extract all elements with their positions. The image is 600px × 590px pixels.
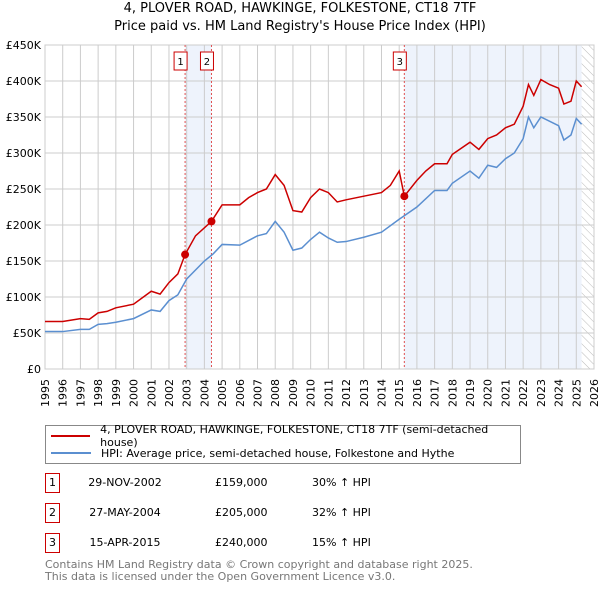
shaded-period (185, 45, 212, 369)
sale-marker-box (173, 51, 188, 71)
sale-date: 29-NOV-2002 (88, 476, 162, 489)
legend-swatch-blue (51, 452, 91, 454)
x-tick-label: 2025 (570, 379, 583, 407)
y-tick-label: £350K (6, 111, 42, 124)
legend-label: 4, PLOVER ROAD, HAWKINGE, FOLKESTONE, CT… (100, 423, 489, 449)
x-tick-label: 2010 (305, 379, 318, 407)
sale-point (400, 192, 409, 201)
forecast-hatch (581, 45, 594, 369)
sale-point (181, 250, 190, 259)
x-tick-label: 2003 (181, 379, 194, 407)
x-tick-label: 2014 (375, 379, 388, 407)
x-tick-label: 2018 (446, 379, 459, 407)
y-tick-label: £450K (6, 39, 42, 52)
x-tick-label: 2019 (464, 379, 477, 407)
y-tick-label: £50K (13, 327, 42, 340)
legend-swatch-red (51, 435, 91, 437)
x-tick-label: 2021 (499, 379, 512, 407)
sale-marker-box (199, 51, 214, 71)
x-tick-label: 2006 (234, 379, 247, 407)
shaded-period (404, 45, 582, 369)
x-tick-label: 2007 (252, 379, 265, 407)
sale-price: £240,000 (215, 536, 268, 549)
x-tick-label: 2001 (145, 379, 158, 407)
sale-marker-label: 2 (204, 57, 210, 68)
y-tick-label: £300K (6, 147, 42, 160)
y-tick-label: £0 (27, 363, 41, 376)
x-tick-label: 1995 (39, 379, 52, 407)
x-tick-label: 2004 (198, 379, 211, 407)
x-tick-label: 2000 (128, 379, 141, 407)
sale-hpi-diff: 15% ↑ HPI (312, 536, 371, 549)
sale-row: 3 15-APR-2015 £240,000 15% ↑ HPI (45, 533, 445, 553)
legend-label: HPI: Average price, semi-detached house,… (101, 446, 455, 460)
y-tick-label: £100K (6, 291, 42, 304)
x-tick-label: 2011 (322, 379, 335, 407)
x-tick-label: 2023 (535, 379, 548, 407)
sale-row: 2 27-MAY-2004 £205,000 32% ↑ HPI (45, 503, 445, 523)
x-tick-label: 1999 (110, 379, 123, 407)
footer-copyright: Contains HM Land Registry data © Crown c… (45, 558, 473, 571)
x-tick-label: 2016 (411, 379, 424, 407)
sale-hpi-diff: 32% ↑ HPI (312, 506, 371, 519)
sale-marker-box (392, 51, 407, 71)
x-tick-label: 2009 (287, 379, 300, 407)
x-tick-label: 2022 (517, 379, 530, 407)
sale-point (207, 217, 216, 226)
x-tick-label: 2005 (216, 379, 229, 407)
x-tick-label: 1998 (92, 379, 105, 407)
sale-price: £205,000 (215, 506, 268, 519)
sale-marker-box: 2 (45, 503, 60, 523)
x-tick-label: 2015 (393, 379, 406, 407)
plot-border (44, 44, 595, 370)
legend-item-property: 4, PLOVER ROAD, HAWKINGE, FOLKESTONE, CT… (51, 423, 520, 449)
sale-price: £159,000 (215, 476, 268, 489)
chart-plot: 1995 1996 1997 1998 1999 2000 2001 2002 2003 2004… (6, 39, 600, 407)
sale-date: 15-APR-2015 (89, 536, 161, 549)
legend: 4, PLOVER ROAD, HAWKINGE, FOLKESTONE, CT… (45, 423, 521, 464)
sale-marker-label: 3 (397, 57, 403, 68)
chart-title: 4, PLOVER ROAD, HAWKINGE, FOLKESTONE, CT… (123, 1, 477, 16)
x-tick-label: 2026 (588, 379, 600, 407)
x-tick-label: 1997 (74, 379, 87, 407)
x-tick-label: 2008 (269, 379, 282, 407)
y-tick-label: £400K (6, 75, 42, 88)
x-tick-label: 2012 (340, 379, 353, 407)
sale-marker-label: 1 (177, 57, 183, 68)
x-tick-label: 2002 (163, 379, 176, 407)
sale-hpi-diff: 30% ↑ HPI (312, 476, 371, 489)
legend-item-hpi: HPI: Average price, semi-detached house,… (51, 445, 454, 461)
sale-row: 1 29-NOV-2002 £159,000 30% ↑ HPI (45, 473, 445, 493)
y-tick-label: £150K (6, 255, 42, 268)
sale-marker-box: 1 (45, 473, 60, 493)
x-tick-label: 1996 (57, 379, 70, 407)
x-tick-label: 2024 (553, 379, 566, 407)
sale-date: 27-MAY-2004 (89, 506, 161, 519)
sale-marker-box: 3 (45, 533, 60, 553)
hpi-line (45, 114, 583, 333)
y-tick-label: £250K (6, 183, 42, 196)
x-tick-label: 2013 (358, 379, 371, 407)
x-tick-label: 2017 (429, 379, 442, 407)
x-tick-label: 2020 (482, 379, 495, 407)
property-price-line (45, 78, 583, 323)
footer-licence: This data is licensed under the Open Gov… (45, 570, 396, 583)
y-tick-label: £200K (6, 219, 42, 232)
chart-subtitle: Price paid vs. HM Land Registry's House … (114, 19, 486, 34)
